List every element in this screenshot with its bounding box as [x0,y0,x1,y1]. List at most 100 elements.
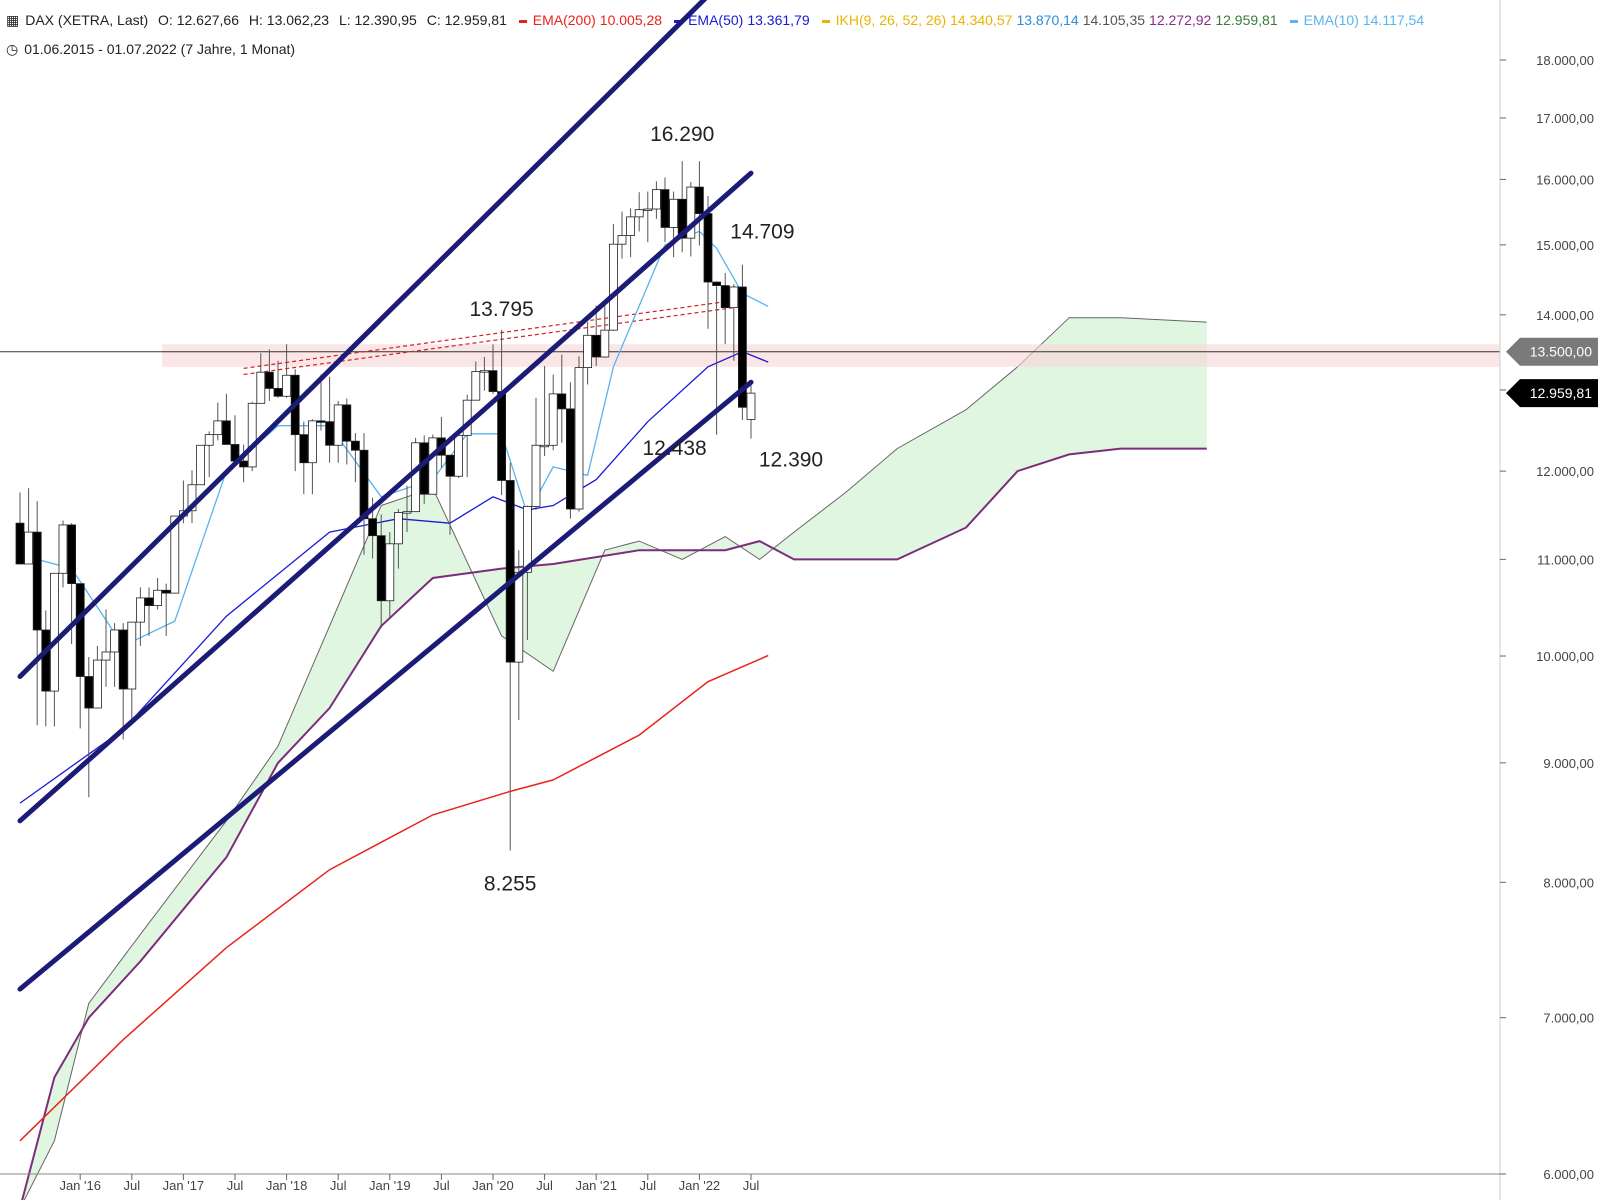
candle-up [402,511,412,514]
candle-up [523,505,532,573]
candle-up [153,589,163,606]
x-tick-label: Jan '16 [59,1178,101,1193]
candle-up [686,186,696,239]
candle-up [540,444,549,448]
candle-up [333,404,343,446]
legend-value: 14.105,35 [1082,12,1146,28]
candle-down [368,518,378,537]
candle-down [660,189,670,228]
y-tick-label: 7.000,00 [1543,1011,1594,1026]
candle-down [566,408,575,510]
candle-up [411,442,421,513]
indicator-legend: EMA(200) 10.005,28 EMA(50) 13.361,79 IKH(9, … [517,12,1434,28]
open-value: O: 12.627,66 [158,12,239,28]
y-tick-label: 12.000,00 [1536,464,1594,479]
price-annotation: 13.795 [469,298,533,321]
ichimoku-cloud [22,317,1207,1200]
y-tick-label: 18.000,00 [1536,53,1594,68]
x-tick-label: Jul [433,1178,450,1193]
candle-up [110,629,119,653]
y-tick-label: 6.000,00 [1543,1167,1594,1182]
price-annotation: 12.390 [759,449,823,472]
date-range-row: ◷ 01.06.2015 - 01.07.2022 (7 Jahre, 1 Mon… [6,41,301,58]
legend-swatch [518,19,527,23]
candle-up [428,437,438,495]
candle-up [135,597,145,623]
y-tick-label: 16.000,00 [1536,172,1594,187]
candle-down [316,420,326,423]
price-label-box [1506,337,1598,366]
x-tick-label: Jan '19 [369,1178,411,1193]
candle-up [454,435,464,477]
legend-item: EMA(200) 10.005,28 [517,12,666,28]
legend-label: EMA(200) [532,12,596,28]
candle-up [652,189,661,210]
candle-down [239,460,249,468]
x-tick-label: Jul [123,1178,140,1193]
clock-icon: ◷ [6,41,19,57]
candle-down [299,434,309,464]
candle-up [196,444,206,486]
candle-down [712,281,721,286]
price-annotation: 8.255 [484,872,537,895]
candle-up [617,235,627,245]
candle-up [24,531,34,565]
bar-chart-icon: ▦ [6,12,20,28]
candle-down [738,286,747,408]
legend-item: IKH(9, 26, 52, 26) 14.340,57 13.870,14 14.1… [820,12,1282,28]
legend-value: 12.959,81 [1215,12,1278,28]
chart-header: ▦ DAX (XETRA, Last) O: 12.627,66 H: 13.06… [6,12,1440,29]
date-range: 01.06.2015 - 01.07.2022 (7 Jahre, 1 Mona… [24,41,296,57]
legend-label: IKH(9, 26, 52, 26) [835,12,947,28]
candle-up [479,370,489,373]
low-value: L: 12.390,95 [338,12,417,28]
candle-up [204,434,214,446]
legend-swatch [821,19,830,23]
candle-up [256,371,266,404]
price-label-text: 13.500,00 [1530,344,1592,360]
x-tick-label: Jan '22 [679,1178,721,1193]
x-tick-label: Jan '21 [575,1178,617,1193]
y-tick-label: 8.000,00 [1543,875,1594,890]
ichimoku-span-b [21,447,1207,1200]
legend-value: 13.361,79 [747,12,810,28]
candle-up [548,393,558,446]
x-tick-label: Jan '20 [472,1178,514,1193]
y-tick-label: 10.000,00 [1536,649,1594,664]
x-tick-label: Jul [330,1178,347,1193]
candle-down [359,449,369,520]
high-value: H: 13.062,23 [248,12,330,28]
candle-down [41,629,51,692]
candle-up [127,621,137,690]
candle-down [677,198,687,239]
candle-down [720,285,730,309]
legend-item: EMA(50) 13.361,79 [672,12,814,28]
candle-down [273,388,283,397]
candle-down [695,186,704,214]
candle-up [746,392,756,420]
legend-value: 14.117,54 [1362,12,1425,28]
y-tick-label: 9.000,00 [1543,756,1594,771]
legend-value: 10.005,28 [599,12,663,28]
ema200-line [19,654,769,1142]
candle-down [350,440,360,451]
y-tick-label: 17.000,00 [1536,111,1594,126]
candle-up [514,571,524,663]
candle-up [385,543,395,602]
candle-up [282,374,292,397]
legend-value: 12.272,92 [1149,12,1212,28]
candle-down [84,676,94,709]
candle-up [643,208,653,211]
candle-up [213,420,223,436]
candle-up [600,329,610,358]
candle-down [15,522,25,565]
candle-up [609,243,618,331]
candle-down [161,589,171,594]
candle-up [531,444,541,507]
resistance-zone [162,344,1517,367]
candle-up [583,334,592,369]
legend-swatch [1289,19,1298,23]
axis-background [1500,0,1600,1200]
candle-up [669,198,678,228]
trend-line [17,379,754,992]
